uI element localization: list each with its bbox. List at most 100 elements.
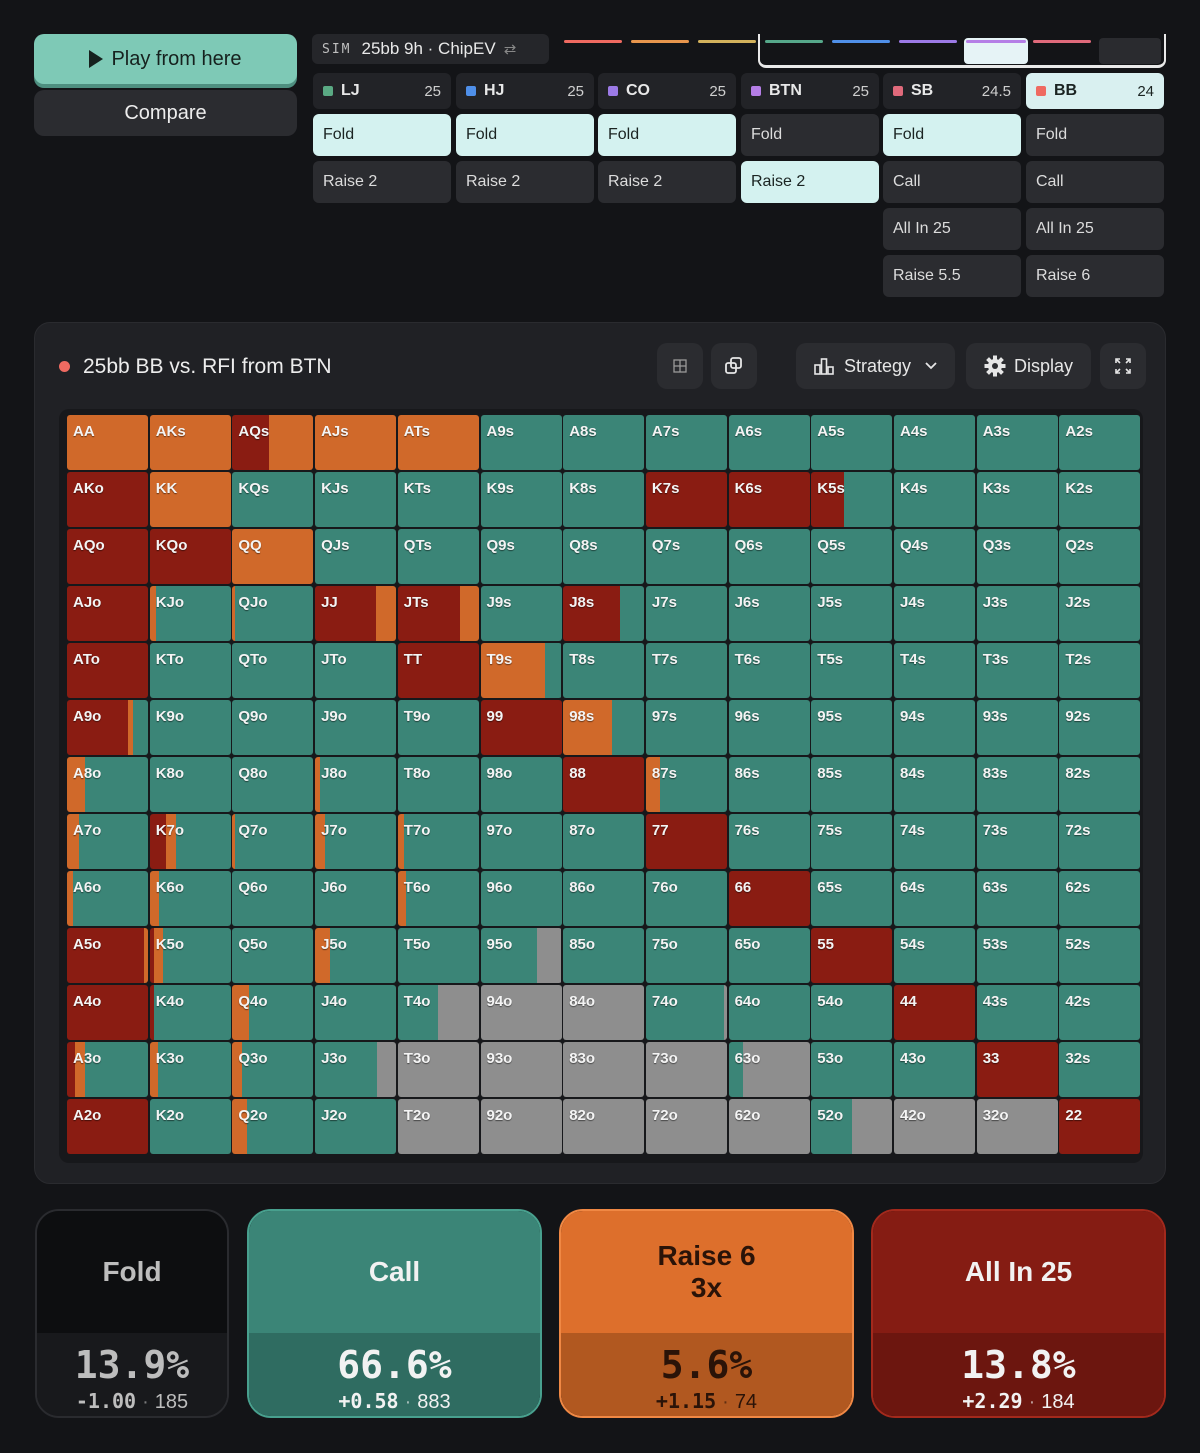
hand-cell[interactable]: Q7o (232, 814, 314, 869)
hand-cell[interactable]: 22 (1059, 1099, 1141, 1154)
hand-cell[interactable]: 72o (645, 1099, 727, 1154)
hand-cell[interactable]: T6s (728, 643, 810, 698)
hand-cell[interactable]: T4s (894, 643, 975, 698)
action-button-call[interactable]: Call (883, 161, 1021, 203)
hand-cell[interactable]: 33 (976, 1042, 1058, 1097)
hand-cell[interactable]: AJs (315, 415, 397, 470)
hand-cell[interactable]: J5o (315, 928, 397, 983)
hand-cell[interactable]: 66 (728, 871, 810, 926)
hand-cell[interactable]: T2o (397, 1099, 479, 1154)
history-step-line[interactable] (564, 40, 622, 43)
hand-cell[interactable]: Q4s (894, 529, 975, 584)
hand-cell[interactable]: KQs (232, 472, 314, 527)
hand-cell[interactable]: KTs (397, 472, 479, 527)
hand-cell[interactable]: AJo (67, 586, 148, 641)
display-button[interactable]: Display (966, 343, 1091, 389)
action-button-raise-5-5[interactable]: Raise 5.5 (883, 255, 1021, 297)
hand-cell[interactable]: T7o (397, 814, 479, 869)
hand-cell[interactable]: 53o (811, 1042, 893, 1097)
hand-cell[interactable]: Q8o (232, 757, 314, 812)
hand-cell[interactable]: 93o (480, 1042, 562, 1097)
hand-cell[interactable]: 87o (563, 814, 645, 869)
hand-cell[interactable]: QTo (232, 643, 314, 698)
action-button-raise-2[interactable]: Raise 2 (313, 161, 451, 203)
hand-cell[interactable]: 62s (1059, 871, 1141, 926)
hand-cell[interactable]: 43s (976, 985, 1058, 1040)
hand-cell[interactable]: 64s (894, 871, 975, 926)
hand-cell[interactable]: 74o (645, 985, 727, 1040)
hand-cell[interactable]: KJo (149, 586, 231, 641)
hand-cell[interactable]: K6o (149, 871, 231, 926)
hand-cell[interactable]: 92s (1059, 700, 1141, 755)
hand-cell[interactable]: 86s (728, 757, 810, 812)
hand-cell[interactable]: K3s (976, 472, 1058, 527)
position-header-btn[interactable]: BTN 25 (741, 73, 879, 109)
hand-cell[interactable]: 74s (894, 814, 975, 869)
hand-cell[interactable]: K9s (480, 472, 562, 527)
hand-cell[interactable]: K9o (149, 700, 231, 755)
hand-cell[interactable]: K7o (149, 814, 231, 869)
sim-selector[interactable]: SIM 25bb 9h · ChipEV ⇄ (312, 34, 549, 64)
hand-cell[interactable]: K5s (811, 472, 893, 527)
position-header-sb[interactable]: SB 24.5 (883, 73, 1021, 109)
action-button-fold[interactable]: Fold (598, 114, 736, 156)
hand-cell[interactable]: K8s (563, 472, 645, 527)
hand-cell[interactable]: KTo (149, 643, 231, 698)
hand-cell[interactable]: 32s (1059, 1042, 1141, 1097)
hand-cell[interactable]: A9o (67, 700, 148, 755)
hand-cell[interactable]: J6o (315, 871, 397, 926)
hand-cell[interactable]: 73o (645, 1042, 727, 1097)
action-button-raise-2[interactable]: Raise 2 (456, 161, 594, 203)
hand-cell[interactable]: 88 (563, 757, 645, 812)
hand-cell[interactable]: A7o (67, 814, 148, 869)
hand-cell[interactable]: 76o (645, 871, 727, 926)
hand-cell[interactable]: T9o (397, 700, 479, 755)
hand-cell[interactable]: J7s (645, 586, 727, 641)
swap-icon[interactable]: ⇄ (503, 41, 517, 58)
hand-cell[interactable]: KJs (315, 472, 397, 527)
compare-button[interactable]: Compare (34, 90, 297, 136)
hand-cell[interactable]: J8s (563, 586, 645, 641)
action-button-fold[interactable]: Fold (883, 114, 1021, 156)
action-button-fold[interactable]: Fold (456, 114, 594, 156)
summary-card-call[interactable]: Call 66.6% +0.58 · 883 (247, 1209, 542, 1418)
hand-cell[interactable]: 44 (894, 985, 975, 1040)
action-button-call[interactable]: Call (1026, 161, 1164, 203)
hand-cell[interactable]: A3o (67, 1042, 148, 1097)
summary-card-all-in-25[interactable]: All In 25 13.8% +2.29 · 184 (871, 1209, 1166, 1418)
hand-cell[interactable]: 63o (728, 1042, 810, 1097)
hand-cell[interactable]: AQs (232, 415, 314, 470)
hand-cell[interactable]: AQo (67, 529, 148, 584)
hand-cell[interactable]: 53s (976, 928, 1058, 983)
position-header-hj[interactable]: HJ 25 (456, 73, 594, 109)
hand-cell[interactable]: JJ (315, 586, 397, 641)
hand-cell[interactable]: K3o (149, 1042, 231, 1097)
hand-cell[interactable]: K8o (149, 757, 231, 812)
strategy-dropdown[interactable]: Strategy (796, 343, 955, 389)
hand-cell[interactable]: J3o (315, 1042, 397, 1097)
hand-cell[interactable]: 87s (645, 757, 727, 812)
hand-cell[interactable]: 85s (811, 757, 893, 812)
hand-cell[interactable]: 75s (811, 814, 893, 869)
position-header-lj[interactable]: LJ 25 (313, 73, 451, 109)
hand-cell[interactable]: 43o (894, 1042, 975, 1097)
hand-cell[interactable]: T5s (811, 643, 893, 698)
hand-cell[interactable]: Q6s (728, 529, 810, 584)
action-button-all-in-25[interactable]: All In 25 (883, 208, 1021, 250)
hand-cell[interactable]: T3s (976, 643, 1058, 698)
hand-cell[interactable]: J4s (894, 586, 975, 641)
action-button-raise-6[interactable]: Raise 6 (1026, 255, 1164, 297)
history-step-line[interactable] (899, 40, 957, 43)
expand-button[interactable] (1100, 343, 1146, 389)
hand-cell[interactable]: A6o (67, 871, 148, 926)
hand-cell[interactable]: A2s (1059, 415, 1141, 470)
hand-cell[interactable]: J3s (976, 586, 1058, 641)
hand-cell[interactable]: QJs (315, 529, 397, 584)
hand-cell[interactable]: J7o (315, 814, 397, 869)
hand-cell[interactable]: J8o (315, 757, 397, 812)
hand-cell[interactable]: K7s (645, 472, 727, 527)
action-button-fold[interactable]: Fold (313, 114, 451, 156)
hand-cell[interactable]: K4o (149, 985, 231, 1040)
hand-cell[interactable]: J9s (480, 586, 562, 641)
hand-cell[interactable]: 63s (976, 871, 1058, 926)
